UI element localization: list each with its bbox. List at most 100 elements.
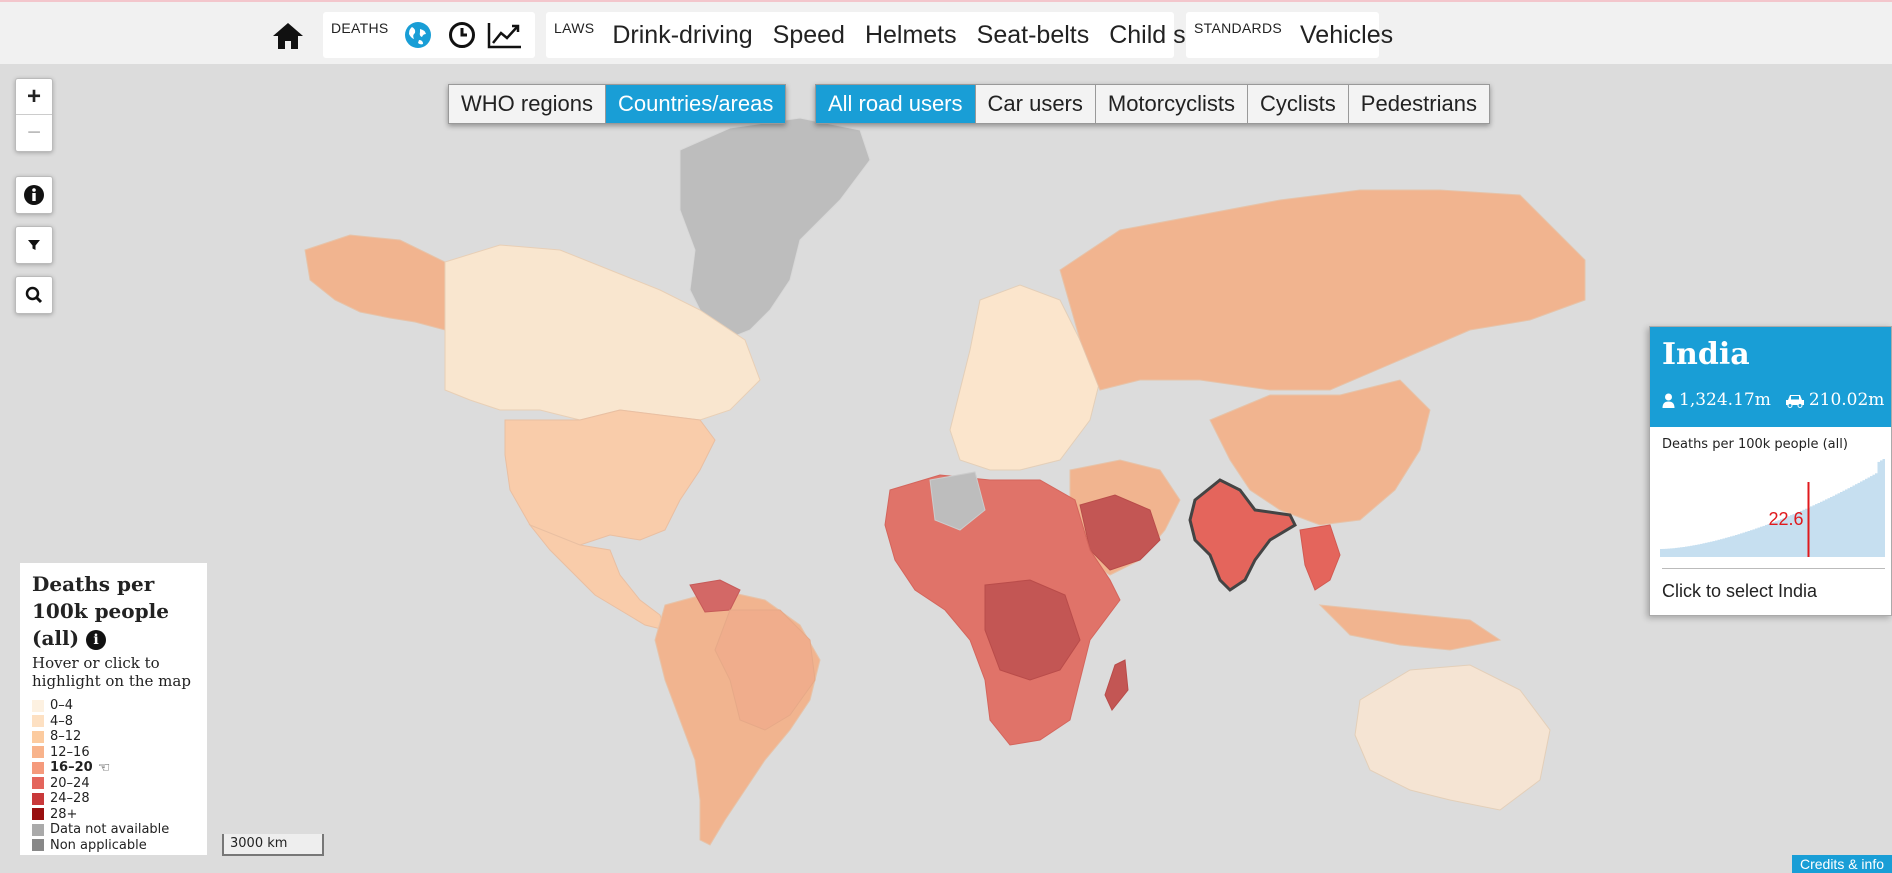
toggle-who-regions[interactable]: WHO regions (449, 85, 607, 123)
distribution-bar (1875, 473, 1878, 557)
home-button[interactable] (270, 20, 306, 52)
map-region-brazil[interactable] (714, 609, 816, 731)
distribution-bar (1667, 548, 1670, 557)
legend-item[interactable]: 4–8 (32, 714, 195, 730)
nav-helmets[interactable]: Helmets (864, 20, 957, 49)
toggle-pedestrians[interactable]: Pedestrians (1348, 85, 1489, 123)
legend-item[interactable]: Non applicable (32, 838, 195, 854)
map-region-saudi-arabia[interactable] (1079, 494, 1161, 571)
distribution-bar (1787, 516, 1790, 557)
map-region-venezuela[interactable] (689, 579, 741, 613)
zoom-control: + − (15, 78, 53, 152)
laws-label: LAWS (554, 20, 595, 36)
nav-seat-belts[interactable]: Seat-belts (976, 20, 1090, 49)
credits-info-button[interactable]: Credits & info (1792, 855, 1892, 873)
distribution-bar (1697, 544, 1700, 557)
distribution-bar (1777, 520, 1780, 557)
distribution-bar (1857, 482, 1860, 557)
search-icon (25, 286, 43, 304)
nav-vehicles[interactable]: Vehicles (1300, 20, 1394, 49)
distribution-bar (1802, 509, 1805, 557)
distribution-bar (1745, 531, 1748, 557)
population-value: 1,324.17m (1679, 390, 1771, 410)
distribution-bar (1812, 505, 1815, 557)
toggle-cyclists[interactable]: Cyclists (1248, 85, 1349, 123)
distribution-bar (1707, 542, 1710, 557)
distribution-bar (1752, 529, 1755, 557)
map-region-europe[interactable] (949, 284, 1101, 471)
legend-item[interactable]: 16–20 ☜ (32, 760, 195, 776)
distribution-bar (1767, 524, 1770, 557)
legend-swatch (32, 777, 44, 790)
distribution-bar (1660, 549, 1663, 557)
map-region-madagascar[interactable] (1104, 659, 1129, 711)
legend-swatch (32, 839, 44, 852)
deaths-group: DEATHS (323, 12, 535, 58)
nav-speed[interactable]: Speed (772, 20, 845, 49)
map-region-australia[interactable] (1354, 664, 1551, 811)
distribution-bar (1665, 548, 1668, 557)
map-region-china[interactable] (1209, 379, 1431, 526)
distribution-bar (1830, 497, 1833, 557)
globe-button[interactable] (397, 15, 440, 55)
distribution-bar (1765, 524, 1768, 557)
distribution-bar (1662, 548, 1665, 557)
timeline-button[interactable] (440, 15, 483, 55)
legend-item[interactable]: 8–12 (32, 729, 195, 745)
map-region-alaska[interactable] (304, 234, 446, 331)
map-region-sahara[interactable] (929, 471, 986, 531)
map-region-southeast-asia[interactable] (1299, 524, 1341, 591)
distribution-bar (1712, 541, 1715, 557)
zoom-in-button[interactable]: + (16, 79, 52, 115)
distribution-bar (1855, 484, 1858, 557)
toggle-all-road-users[interactable]: All road users (816, 85, 976, 123)
distribution-bar (1832, 495, 1835, 557)
laws-group: LAWS Drink-driving Speed Helmets Seat-be… (546, 12, 1233, 58)
legend-item-label: 8–12 (50, 729, 82, 745)
distribution-bar (1845, 489, 1848, 557)
zoom-out-button[interactable]: − (26, 119, 41, 146)
toggle-motorcyclists[interactable]: Motorcyclists (1095, 85, 1248, 123)
search-button[interactable] (15, 276, 53, 314)
distribution-bar (1695, 544, 1698, 557)
filter-button[interactable] (15, 226, 53, 264)
select-country-link[interactable]: Click to select India (1662, 581, 1818, 601)
distribution-bar (1760, 526, 1763, 557)
legend-item[interactable]: 0–4 (32, 698, 195, 714)
pointer-hand-icon: ☜ (97, 759, 111, 776)
toggle-car-users[interactable]: Car users (975, 85, 1096, 123)
map-region-usa[interactable] (504, 409, 716, 546)
legend-item[interactable]: 12–16 (32, 745, 195, 761)
legend-item[interactable]: 28+ (32, 807, 195, 823)
map-region-russia[interactable] (1059, 189, 1586, 391)
trends-button[interactable] (484, 15, 527, 55)
legend-swatch (32, 823, 44, 836)
distribution-bar (1717, 539, 1720, 557)
distribution-bar (1725, 537, 1728, 557)
nav-drink-driving[interactable]: Drink-driving (612, 20, 753, 49)
info-button[interactable] (15, 176, 53, 214)
map-region-indonesia[interactable] (1318, 604, 1502, 651)
legend-item[interactable]: 24–28 (32, 791, 195, 807)
map-region-central-africa[interactable] (984, 579, 1081, 681)
legend-swatch (32, 761, 44, 774)
map-region-canada[interactable] (444, 244, 761, 421)
top-nav-bar: DEATHS LAWS Drink-driving Sp (0, 0, 1892, 64)
world-map[interactable] (0, 64, 1892, 873)
clock-icon (448, 22, 475, 48)
legend-info-icon[interactable]: i (86, 629, 107, 650)
toggle-countries-areas[interactable]: Countries/areas (606, 85, 786, 123)
distribution-bar (1862, 480, 1865, 557)
distribution-bar (1805, 508, 1808, 557)
distribution-bar (1755, 528, 1758, 557)
distribution-bar (1817, 503, 1820, 557)
distribution-bar (1675, 547, 1678, 557)
map-region-greenland[interactable] (679, 117, 871, 341)
distribution-bar (1730, 536, 1733, 557)
distribution-bar (1842, 490, 1845, 557)
map-region-india[interactable] (1188, 478, 1297, 592)
legend-item[interactable]: Data not available (32, 822, 195, 838)
distribution-bar (1670, 548, 1673, 557)
legend-item[interactable]: 20–24 (32, 776, 195, 792)
population-stat: 1,324.17m (1662, 390, 1771, 410)
